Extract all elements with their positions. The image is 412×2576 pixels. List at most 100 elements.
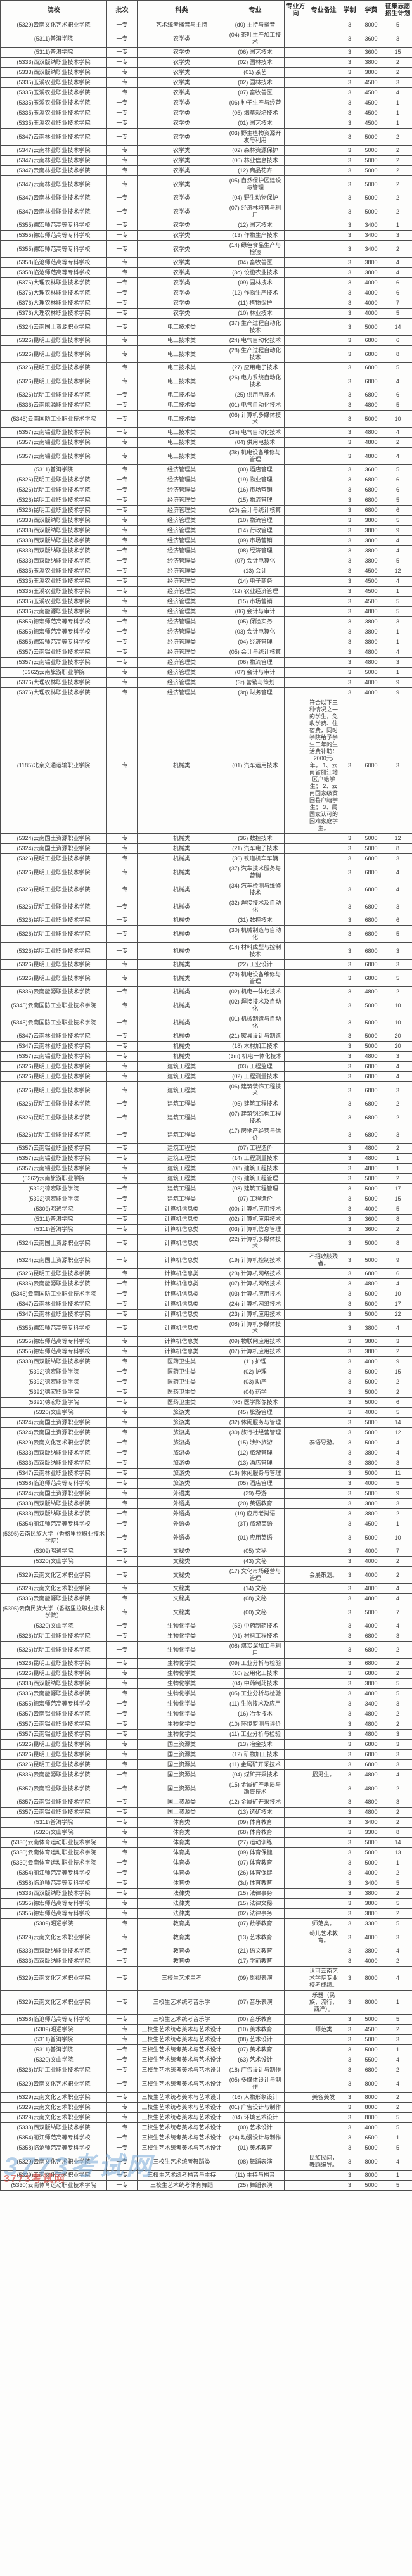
table-cell: 3 <box>340 1407 359 1418</box>
table-cell: 3 <box>383 1729 412 1740</box>
table-cell: 一专 <box>106 175 138 193</box>
table-cell: (5357)云南锡业职业技术学院 <box>0 647 107 658</box>
table-row: (5333)西双版纳职业技术学院 一专 旅游类 (13) 酒店管理 3 3800 3 <box>0 1458 412 1469</box>
table-cell <box>307 535 340 546</box>
table-cell: 4800 <box>359 1797 383 1808</box>
table-cell: 5000 <box>359 1183 383 1194</box>
table-cell: 一专 <box>106 2034 138 2045</box>
table-cell: (05) 保险实务 <box>226 616 285 627</box>
table-cell <box>307 2133 340 2143</box>
table-cell <box>284 515 307 526</box>
table-cell: (13) 会计 <box>226 566 285 577</box>
table-cell <box>284 1289 307 1299</box>
table-cell: (5347)云南林业职业技术学院 <box>0 1031 107 1042</box>
table-cell: 三校生艺术统考美术与艺术设计 <box>137 2065 226 2075</box>
table-cell: 体育类 <box>137 1837 226 1848</box>
table-cell: 3 <box>340 1878 359 1889</box>
table-cell <box>307 1631 340 1642</box>
table-cell: 一专 <box>106 698 138 834</box>
table-cell <box>307 997 340 1014</box>
table-cell: 一专 <box>106 308 138 319</box>
table-cell: 10 <box>383 1289 412 1299</box>
table-cell: 10 <box>383 1014 412 1031</box>
table-cell: 机械类 <box>137 1051 226 1062</box>
table-cell: 一专 <box>106 67 138 78</box>
table-cell: 文秘类 <box>137 1566 226 1584</box>
table-cell: (03) 野生植物资源开发与利用 <box>226 128 285 146</box>
table-cell <box>284 1126 307 1144</box>
table-cell: 建筑工程类 <box>137 1183 226 1194</box>
table-cell <box>307 833 340 844</box>
table-cell <box>307 464 340 475</box>
table-cell: 一专 <box>106 687 138 698</box>
table-cell: 3 <box>340 1278 359 1289</box>
table-cell: 一专 <box>106 1956 138 1967</box>
table-cell: 3 <box>383 1699 412 1709</box>
table-cell: 1 <box>383 2170 412 2181</box>
table-cell <box>307 108 340 118</box>
table-cell: 法律类 <box>137 1888 226 1899</box>
table-row: (5357)云南锡业职业技术学院 一专 建筑工程类 (14) 工程测量技术 3 4800 1 <box>0 1153 412 1164</box>
table-cell: 17 <box>383 1299 412 1310</box>
table-cell <box>284 1888 307 1899</box>
table-cell <box>284 1478 307 1489</box>
table-cell: 电工技术类 <box>137 447 226 465</box>
table-cell: 2 <box>383 145 412 156</box>
table-cell: 6800 <box>359 864 383 881</box>
table-row: (5311)普洱学院 一专 计算机信息类 (02) 计算机应用技术 3 3600 8 <box>0 1214 412 1225</box>
table-cell <box>284 1407 307 1418</box>
table-row: (5347)云南林业职业技术学院 一专 农学类 (02) 森林资源保护 3 5000 2 <box>0 145 412 156</box>
table-cell: 6800 <box>359 959 383 970</box>
table-cell: 建筑工程类 <box>137 1071 226 1082</box>
table-cell: (10) 应用化工技术 <box>226 1668 285 1679</box>
table-cell: (01) 电气自动化技术 <box>226 400 285 411</box>
table-cell: 一专 <box>106 1163 138 1174</box>
table-cell: (5324)云南国土资源职业学院 <box>0 833 107 844</box>
table-cell: 3 <box>340 77 359 88</box>
table-cell: 一专 <box>106 1407 138 1418</box>
column-header: 征集志愿招生计划 <box>383 0 412 20</box>
table-row: (5357)云南锡业职业技术学院 一专 生物化学类 (11) 工业分析与检验 3 4800… <box>0 1729 412 1740</box>
table-cell: 3 <box>340 2112 359 2123</box>
table-cell: (07) 经济林培育与利用 <box>226 203 285 220</box>
table-cell <box>307 1204 340 1215</box>
table-row: (5335)玉溪农业职业技术学院 一专 农学类 (06) 种子生产与经营 3 4500 1 <box>0 98 412 108</box>
table-cell: 一专 <box>106 1126 138 1144</box>
table-cell: 14 <box>383 318 412 336</box>
table-row: (5335)玉溪农业职业技术学院 一专 经济管理类 (15) 市场营销 3 4500 5 <box>0 596 412 607</box>
table-cell: 4 <box>383 87 412 98</box>
table-row: (5358)临沧师范高等专科学校 一专 三校生艺术统考音乐学 (00) 音乐教育 3 50… <box>0 2014 412 2025</box>
table-cell <box>307 925 340 943</box>
table-row: (5335)玉溪农业职业技术学院 一专 经济管理类 (13) 会计 3 4500 12 <box>0 566 412 577</box>
table-cell: (08) 艺术设计 <box>226 2034 285 2045</box>
table-cell: 22 <box>383 1309 412 1320</box>
table-row: (5395)云南民族大学（香格里拉职业技术学院） 一专 外语类 (01) 应用英语 3 5… <box>0 1529 412 1546</box>
table-cell: 4800 <box>359 1163 383 1174</box>
column-header: 学费 <box>359 0 383 20</box>
table-row: (5326)昆明工业职业技术学院 一专 电工技术类 (24) 电气自动化技术 3 6800… <box>0 335 412 346</box>
table-cell: 4 <box>383 257 412 268</box>
table-cell: (5311)普洱学院 <box>0 464 107 475</box>
table-cell: (5311)普洱学院 <box>0 2044 107 2055</box>
table-row: (5392)德宏职业学院 一专 建筑工程类 (07) 工程造价 3 5000 15 <box>0 1194 412 1204</box>
table-cell: (04) 中药制药技术 <box>226 1678 285 1689</box>
table-cell: 5 <box>383 1918 412 1929</box>
table-cell: 6800 <box>359 485 383 495</box>
table-cell: (5320)文山学院 <box>0 1621 107 1631</box>
table-cell: (17) 文化市场经营与管理 <box>226 1566 285 1584</box>
table-cell: (09) 园林技术 <box>226 277 285 288</box>
table-cell: 6800 <box>359 495 383 506</box>
table-cell: 2 <box>383 1709 412 1719</box>
table-cell <box>284 1797 307 1808</box>
table-cell: 建筑工程类 <box>137 1163 226 1174</box>
table-cell: 9 <box>383 1356 412 1367</box>
table-cell: 3 <box>340 505 359 516</box>
table-cell: 6800 <box>359 390 383 400</box>
table-cell: 经济管理类 <box>137 525 226 536</box>
table-cell: 3 <box>340 1071 359 1082</box>
table-cell: (00) 音乐教育 <box>226 2014 285 2025</box>
table-row: (5355)德宏师范高等专科学校 一专 经济管理类 (05) 保险实务 3 3800 3 <box>0 616 412 627</box>
table-cell: 经济管理类 <box>137 545 226 556</box>
table-row: (5333)西双版纳职业技术学院 一专 经济管理类 (10) 物流管理 3 3800 5 <box>0 515 412 526</box>
table-cell: 建筑工程类 <box>137 1081 226 1099</box>
